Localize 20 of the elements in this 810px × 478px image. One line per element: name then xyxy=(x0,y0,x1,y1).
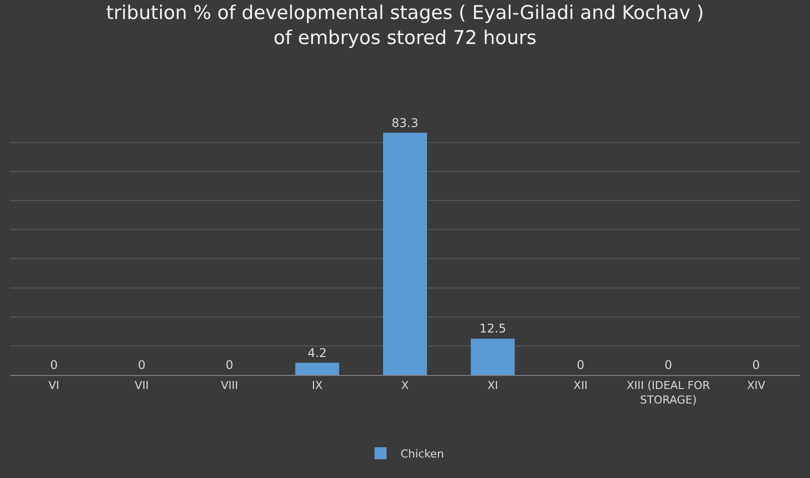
legend-label: Chicken xyxy=(400,448,444,461)
data-label: 0 xyxy=(226,358,234,372)
data-label: 0 xyxy=(664,358,672,372)
data-label: 12.5 xyxy=(479,322,506,336)
data-label: 83.3 xyxy=(392,116,418,130)
x-tick-label: X xyxy=(401,379,410,392)
x-tick-label: IX xyxy=(312,379,324,392)
data-label: 4.2 xyxy=(308,346,327,360)
x-tick-label: XIII (IDEAL FOR STORAGE) xyxy=(626,379,710,406)
data-label: 0 xyxy=(576,358,584,372)
data-label: 0 xyxy=(50,358,58,372)
chart-title: tribution % of developmental stages ( Eyal-Giladi and Kochav ) of embryos stored 72 hours xyxy=(106,2,704,49)
data-label: 0 xyxy=(138,358,146,372)
x-tick-label: XI xyxy=(487,379,498,392)
data-label: 0 xyxy=(752,358,760,372)
x-tick-label: XII xyxy=(574,379,588,392)
x-tick-label: VII xyxy=(134,379,149,392)
x-tick-label: VIII xyxy=(220,379,238,392)
x-tick-label: VI xyxy=(48,379,60,392)
x-tick-label: XIV xyxy=(746,379,766,392)
